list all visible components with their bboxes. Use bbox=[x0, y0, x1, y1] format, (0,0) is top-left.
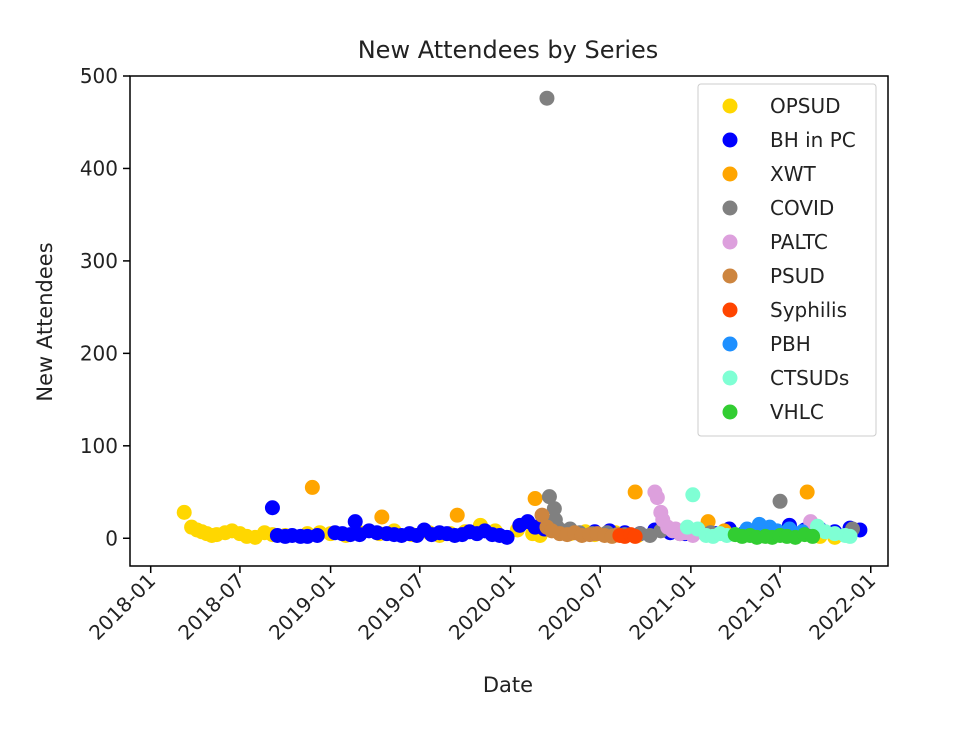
legend-label-ctsuds: CTSUDs bbox=[770, 366, 849, 390]
point-syphilis bbox=[627, 528, 643, 544]
legend-marker-bh-in-pc bbox=[722, 132, 738, 148]
x-tick-label: 2019-01 bbox=[264, 569, 340, 645]
y-axis-label: New Attendees bbox=[33, 242, 57, 401]
y-tick-label: 200 bbox=[80, 341, 118, 365]
legend-label-pbh: PBH bbox=[770, 332, 811, 356]
y-tick-label: 0 bbox=[105, 526, 118, 550]
legend-label-paltc: PALTC bbox=[770, 230, 828, 254]
point-xwt bbox=[374, 509, 390, 525]
legend-marker-paltc bbox=[722, 234, 738, 250]
point-ctsuds bbox=[685, 487, 701, 503]
chart-title: New Attendees by Series bbox=[358, 36, 659, 64]
point-covid bbox=[539, 90, 555, 106]
legend-marker-xwt bbox=[722, 166, 738, 182]
legend-marker-syphilis bbox=[722, 302, 738, 318]
x-tick-label: 2021-01 bbox=[624, 569, 700, 645]
point-xwt bbox=[799, 484, 815, 500]
point-bh-in-pc bbox=[309, 527, 325, 543]
x-tick-label: 2018-01 bbox=[84, 569, 160, 645]
point-covid bbox=[772, 493, 788, 509]
legend-label-covid: COVID bbox=[770, 196, 834, 220]
x-axis-label: Date bbox=[483, 673, 533, 697]
point-bh-in-pc bbox=[347, 514, 363, 530]
legend-label-psud: PSUD bbox=[770, 264, 825, 288]
y-tick-label: 500 bbox=[80, 64, 118, 88]
y-tick-label: 100 bbox=[80, 434, 118, 458]
data-points bbox=[176, 90, 868, 545]
point-bh-in-pc bbox=[499, 529, 515, 545]
x-tick-label: 2020-07 bbox=[534, 569, 610, 645]
point-xwt bbox=[449, 507, 465, 523]
point-xwt bbox=[304, 479, 320, 495]
y-tick-label: 300 bbox=[80, 249, 118, 273]
y-tick-label: 400 bbox=[80, 156, 118, 180]
legend-label-opsud: OPSUD bbox=[770, 94, 841, 118]
x-tick-label: 2021-07 bbox=[714, 569, 790, 645]
point-opsud bbox=[176, 504, 192, 520]
legend-box bbox=[697, 83, 877, 437]
legend-marker-vhlc bbox=[722, 404, 738, 420]
legend-label-bh-in-pc: BH in PC bbox=[770, 128, 856, 152]
point-covid bbox=[546, 501, 562, 517]
x-tick-label: 2022-01 bbox=[804, 569, 880, 645]
x-tick-label: 2019-07 bbox=[353, 569, 429, 645]
legend-marker-opsud bbox=[722, 98, 738, 114]
legend-marker-psud bbox=[722, 268, 738, 284]
point-covid bbox=[541, 489, 557, 505]
plot-frame bbox=[129, 75, 889, 567]
point-paltc bbox=[649, 490, 665, 506]
legend: OPSUD BH in PC XWT COVID PALTC PSUD Syphilis PB… bbox=[697, 83, 877, 437]
x-tick-label: 2018-07 bbox=[173, 569, 249, 645]
legend-label-xwt: XWT bbox=[770, 162, 816, 186]
point-vhlc bbox=[805, 528, 821, 544]
legend-marker-pbh bbox=[722, 336, 738, 352]
x-tick-label: 2020-01 bbox=[444, 569, 520, 645]
point-xwt bbox=[527, 491, 543, 507]
legend-label-syphilis: Syphilis bbox=[770, 298, 847, 322]
legend-marker-covid bbox=[722, 200, 738, 216]
legend-marker-ctsuds bbox=[722, 370, 738, 386]
point-bh-in-pc bbox=[264, 500, 280, 516]
point-psud bbox=[534, 507, 550, 523]
legend-label-vhlc: VHLC bbox=[770, 400, 824, 424]
point-ctsuds bbox=[842, 528, 858, 544]
point-xwt bbox=[627, 484, 643, 500]
